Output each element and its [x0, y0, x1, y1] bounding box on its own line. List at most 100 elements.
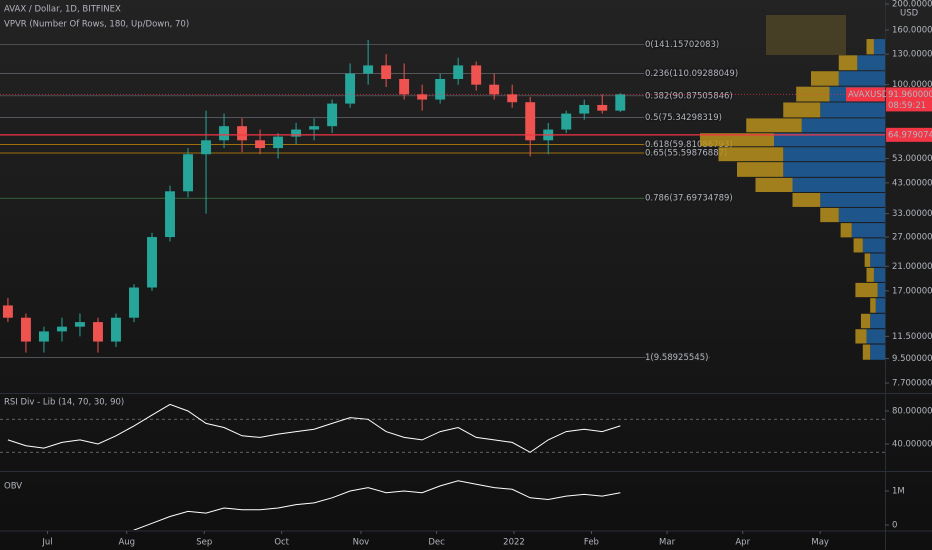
indicator-title: VPVR (Number Of Rows, 180, Up/Down, 70): [4, 20, 189, 30]
countdown-label: 08:59:21: [888, 101, 926, 111]
vpvr-down: [860, 313, 871, 329]
candle-body: [219, 126, 229, 141]
vpvr-down: [718, 147, 784, 162]
candle-body: [75, 322, 85, 327]
y-tick-label: 1M: [892, 487, 905, 497]
vpvr-up: [870, 344, 885, 360]
fib-label: 0(141.15702083): [645, 40, 719, 50]
last-price-box: [886, 87, 932, 112]
fib-label: 0.5(75.34298319): [645, 113, 722, 123]
candle-body: [579, 104, 590, 114]
candle-body: [381, 65, 392, 79]
y-tick-label: 130.000000000: [892, 50, 932, 60]
vpvr-down: [755, 177, 793, 192]
vpvr-up: [870, 253, 885, 267]
x-tick-label: 2022: [503, 538, 525, 548]
vpvr-down: [855, 329, 867, 344]
y-tick-label: 43.000000000: [892, 178, 932, 188]
vpvr-down: [853, 238, 863, 253]
fib-label: 0.382(90.87505846): [645, 91, 733, 101]
x-tick-label: Nov: [353, 538, 370, 548]
indicator-line: [7, 403, 621, 453]
candle-body: [309, 126, 320, 130]
vpvr-up: [862, 238, 885, 253]
vpvr-down: [870, 298, 876, 313]
vpvr-up: [774, 133, 885, 147]
vpvr-up: [838, 71, 885, 86]
vpvr-down: [840, 223, 852, 238]
candle-body: [345, 73, 356, 104]
x-tick-label: Aug: [118, 538, 135, 548]
vpvr-down: [746, 118, 802, 133]
candle-body: [38, 331, 49, 342]
y-tick-label: 200.000000000: [892, 0, 932, 10]
vpvr-up: [866, 329, 885, 344]
vpvr-up: [870, 313, 885, 329]
y-tick-label: 11.500000000: [892, 332, 932, 342]
vpvr-down: [811, 71, 839, 86]
candle-body: [507, 94, 518, 103]
vpvr-up: [851, 223, 885, 238]
candle-body: [291, 129, 302, 137]
chart-title: AVAX / Dollar, 1D, BITFINEX: [4, 5, 121, 15]
candle-body: [93, 322, 103, 342]
vpvr-up: [873, 39, 885, 55]
x-tick-label: Sep: [196, 538, 212, 548]
vpvr-up: [820, 102, 885, 118]
x-tick-label: Mar: [659, 538, 676, 548]
vpvr-up: [875, 298, 885, 313]
vpvr-down: [866, 267, 874, 282]
candle-body: [363, 65, 374, 74]
candle-body: [525, 102, 536, 141]
x-tick-label: Apr: [735, 538, 750, 548]
y-tick-label: 100.000000000: [892, 80, 932, 90]
vpvr-up: [783, 147, 885, 162]
candle-body: [417, 94, 428, 100]
vpvr-up: [877, 282, 885, 298]
y-tick-label: 17.000000000: [892, 286, 932, 296]
candle-body: [399, 78, 410, 95]
x-tick-label: Dec: [428, 538, 445, 548]
fib-label: 0.65(55.59876887): [645, 148, 727, 158]
candle-body: [129, 287, 139, 318]
x-tick-label: May: [811, 538, 829, 548]
watermark-logo: [766, 15, 846, 55]
vpvr-down: [855, 282, 878, 298]
vpvr-down: [862, 344, 871, 360]
y-tick-label: 9.500000000: [892, 354, 932, 364]
last-price-label: 91.960000000: [888, 90, 932, 100]
vpvr-up: [783, 162, 885, 177]
vpvr-up: [873, 267, 885, 282]
x-tick-label: Feb: [584, 538, 599, 548]
vpvr-up: [820, 192, 885, 207]
symbol-label: AVAXUSD: [848, 90, 889, 100]
x-tick-label: Jul: [41, 538, 52, 548]
y-tick-label: 21.000000000: [892, 262, 932, 272]
candle-body: [183, 154, 193, 192]
candle-body: [435, 78, 446, 100]
vpvr-down: [700, 133, 774, 147]
candle-body: [561, 113, 572, 130]
candle-body: [20, 317, 31, 342]
vpvr-up: [857, 55, 885, 71]
vpvr-down: [792, 192, 821, 207]
candle-body: [237, 126, 248, 141]
candle-body: [327, 103, 338, 127]
candle-body: [597, 104, 608, 111]
vpvr-up: [792, 177, 885, 192]
y-tick-label: 0: [892, 521, 897, 531]
rsi-title: RSI Div - Lib (14, 70, 30, 90): [4, 398, 124, 408]
currency-label: USD: [900, 9, 919, 19]
vpvr-down: [796, 86, 830, 102]
y-tick-label: 160.000000000: [892, 25, 932, 35]
vpvr-down: [783, 102, 821, 118]
candle-body: [255, 140, 266, 149]
vpvr-up: [801, 118, 885, 133]
indicator-line: [132, 480, 621, 530]
y-tick-label: 40.000000000: [892, 440, 932, 450]
x-tick-label: Oct: [274, 538, 289, 548]
candle-body: [201, 140, 211, 155]
fib-label: 0.786(37.69734789): [645, 194, 733, 204]
